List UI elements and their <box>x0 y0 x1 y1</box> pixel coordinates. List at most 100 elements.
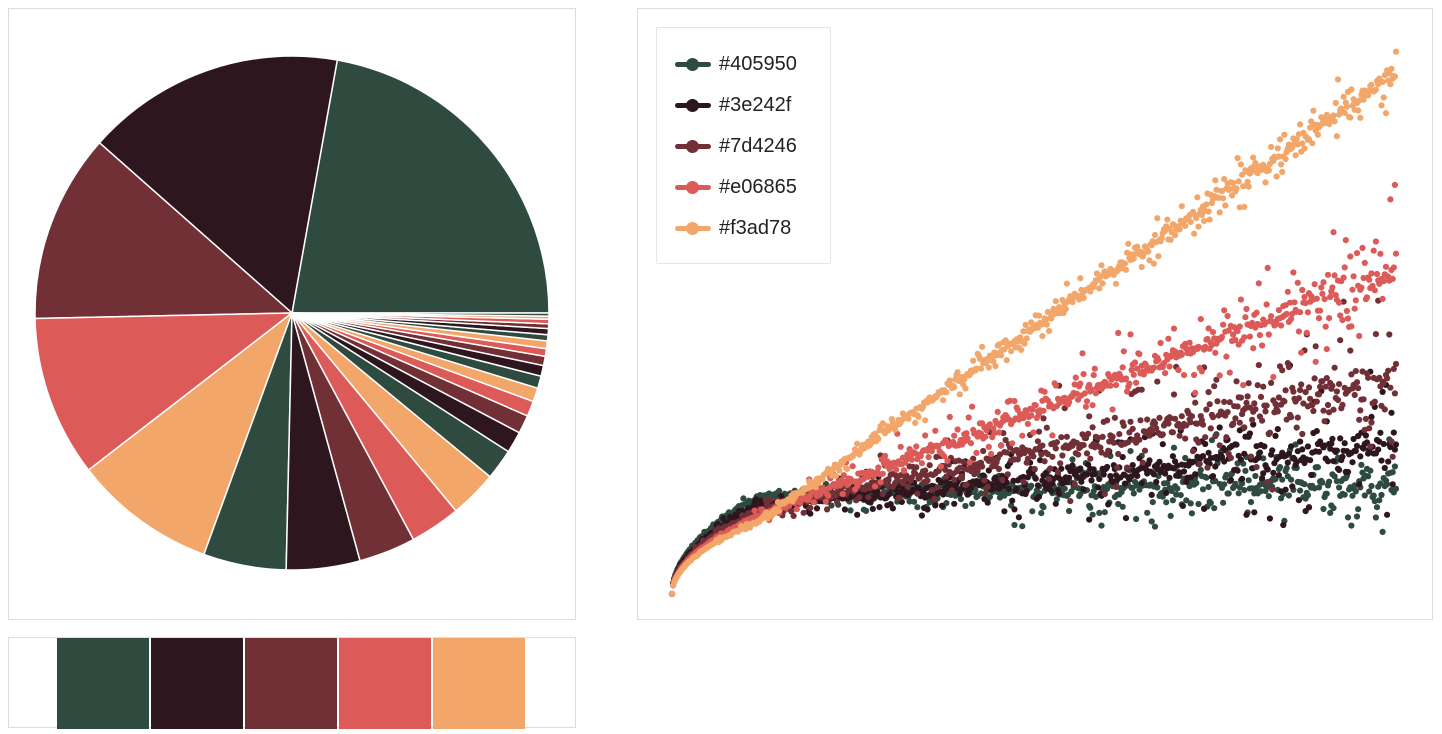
scatter-point <box>1166 363 1173 370</box>
scatter-point <box>1015 514 1022 521</box>
scatter-point <box>1182 454 1189 462</box>
scatter-point <box>1203 201 1210 208</box>
scatter-point <box>1324 401 1332 409</box>
scatter-point <box>922 432 929 439</box>
scatter-point <box>1297 387 1304 394</box>
scatter-point <box>1187 419 1194 426</box>
scatter-point <box>1090 372 1097 379</box>
scatter-point <box>1188 510 1195 517</box>
scatter-point <box>1069 462 1076 469</box>
swatch <box>57 638 149 729</box>
scatter-point <box>1046 327 1053 335</box>
scatter-point <box>1104 417 1111 424</box>
scatter-point <box>1234 467 1241 474</box>
scatter-point <box>1326 478 1333 485</box>
scatter-point <box>1216 209 1223 216</box>
scatter-series <box>668 181 1400 598</box>
scatter-point <box>1378 102 1385 109</box>
scatter-point <box>1283 465 1290 472</box>
scatter-point <box>1239 171 1246 178</box>
scatter-point <box>1279 168 1286 175</box>
scatter-point <box>1206 401 1213 408</box>
scatter-point <box>839 490 846 498</box>
scatter-point <box>836 467 843 474</box>
scatter-point <box>1054 468 1062 476</box>
pie-slice <box>34 312 295 472</box>
scatter-point <box>1031 465 1038 473</box>
scatter-point <box>1294 414 1301 421</box>
scatter-point <box>1385 458 1392 465</box>
scatter-point <box>1148 518 1155 525</box>
scatter-point <box>962 502 969 510</box>
scatter-point <box>1040 415 1047 422</box>
scatter-point <box>1156 458 1163 465</box>
scatter-point <box>1270 373 1277 381</box>
scatter-point <box>1321 418 1328 425</box>
scatter-point <box>999 476 1006 483</box>
scatter-point <box>1066 507 1073 515</box>
scatter-point <box>751 507 758 514</box>
scatter-point <box>776 507 783 514</box>
scatter-point <box>1087 455 1094 462</box>
scatter-point <box>1351 305 1358 312</box>
scatter-point <box>813 505 821 512</box>
scatter-point <box>847 507 854 514</box>
scatter-point <box>1392 441 1400 448</box>
scatter-point <box>867 499 874 506</box>
scatter-point <box>908 456 915 463</box>
scatter-point <box>1221 307 1228 314</box>
scatter-point <box>1275 394 1282 401</box>
scatter-point <box>1080 486 1087 493</box>
scatter-point <box>1133 515 1140 523</box>
scatter-point <box>1205 389 1212 396</box>
scatter-point <box>986 421 993 428</box>
pie-slice <box>87 310 294 556</box>
scatter-point <box>1020 473 1027 481</box>
scatter-point <box>1352 297 1359 304</box>
scatter-point <box>1039 442 1046 449</box>
scatter-point <box>958 473 966 480</box>
scatter-point <box>1352 488 1359 495</box>
scatter-point <box>904 483 911 490</box>
scatter-point <box>800 509 807 516</box>
scatter-point <box>1028 482 1035 489</box>
scatter-point <box>886 491 893 498</box>
scatter-point <box>1170 391 1178 398</box>
scatter-point <box>1227 454 1234 461</box>
scatter-point <box>1348 371 1355 378</box>
scatter-point <box>1379 78 1386 85</box>
scatter-point <box>1329 435 1336 442</box>
scatter-point <box>1114 464 1121 471</box>
scatter-point <box>840 472 847 479</box>
legend-label: #e06865 <box>719 175 797 198</box>
scatter-point <box>1344 514 1352 521</box>
scatter-point <box>1357 453 1364 460</box>
scatter-point <box>1302 389 1309 396</box>
scatter-point <box>906 498 913 505</box>
scatter-point <box>1146 457 1153 464</box>
scatter-point <box>1086 413 1093 420</box>
swatch <box>433 638 525 729</box>
scatter-point <box>1193 214 1200 222</box>
scatter-point <box>1324 271 1332 278</box>
scatter-point <box>897 443 904 450</box>
scatter-point <box>1193 479 1200 487</box>
scatter-point <box>1216 424 1223 431</box>
scatter-point <box>1262 179 1269 186</box>
scatter-point <box>1165 420 1172 427</box>
scatter-point <box>1363 294 1371 301</box>
scatter-point <box>1205 449 1212 456</box>
scatter-point <box>937 463 944 470</box>
scatter-point <box>1192 389 1199 396</box>
scatter-point <box>1126 380 1133 387</box>
scatter-point <box>1172 232 1179 239</box>
scatter-point <box>1189 349 1197 356</box>
scatter-point <box>1154 378 1161 385</box>
scatter-point <box>1009 497 1016 504</box>
scatter-point <box>1285 450 1292 457</box>
scatter-point <box>1372 331 1379 338</box>
scatter-point <box>1312 358 1319 365</box>
scatter-point <box>985 443 992 450</box>
scatter-point <box>990 358 997 365</box>
scatter-point <box>1348 323 1355 330</box>
